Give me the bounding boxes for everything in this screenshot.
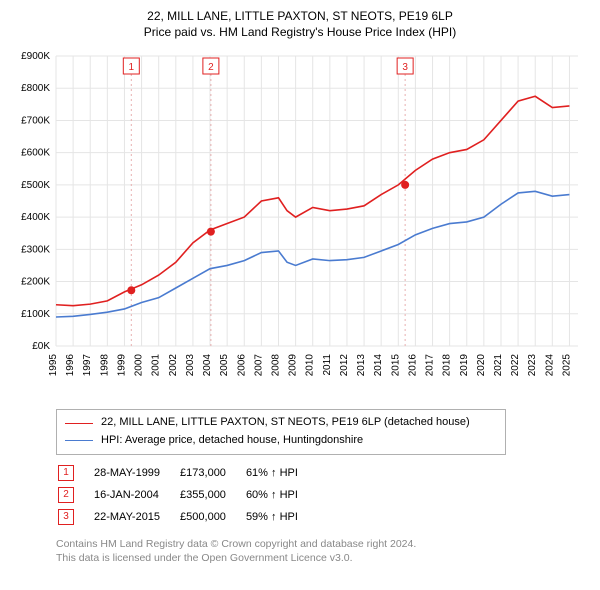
legend-row: 22, MILL LANE, LITTLE PAXTON, ST NEOTS, … (65, 414, 497, 432)
marker-price: £355,000 (180, 485, 244, 505)
legend-row: HPI: Average price, detached house, Hunt… (65, 432, 497, 450)
svg-text:1995: 1995 (48, 354, 59, 377)
legend-swatch (65, 423, 93, 424)
svg-text:2021: 2021 (493, 354, 504, 377)
svg-text:1: 1 (129, 62, 135, 73)
svg-text:2011: 2011 (322, 354, 333, 376)
svg-text:3: 3 (402, 62, 408, 73)
line-chart: £0K £100K £200K £300K £400K £500K £600K £700K £8… (8, 46, 588, 396)
svg-text:2009: 2009 (288, 354, 299, 377)
svg-text:2006: 2006 (236, 354, 247, 377)
svg-text:2013: 2013 (356, 354, 367, 377)
svg-text:2005: 2005 (219, 354, 230, 377)
marker-pct: 60% ↑ HPI (246, 485, 316, 505)
svg-text:2004: 2004 (202, 354, 213, 377)
chart-titles: 22, MILL LANE, LITTLE PAXTON, ST NEOTS, … (8, 8, 592, 40)
svg-text:2024: 2024 (544, 354, 555, 377)
marker-row: 3 22-MAY-2015£500,00059% ↑ HPI (58, 507, 316, 527)
svg-text:£100K: £100K (21, 309, 50, 320)
title-line-1: 22, MILL LANE, LITTLE PAXTON, ST NEOTS, … (8, 8, 592, 24)
legend-swatch (65, 440, 93, 441)
svg-text:2007: 2007 (253, 354, 264, 377)
markers-table: 1 28-MAY-1999£173,00061% ↑ HPI 2 16-JAN-200… (56, 461, 318, 529)
svg-text:1998: 1998 (99, 354, 110, 377)
chart-container: £0K £100K £200K £300K £400K £500K £600K £700K £8… (8, 46, 592, 401)
svg-text:2003: 2003 (185, 354, 196, 377)
svg-text:£800K: £800K (21, 84, 50, 95)
footnote-line-1: Contains HM Land Registry data © Crown c… (56, 537, 592, 551)
svg-text:£700K: £700K (21, 116, 50, 127)
svg-text:£300K: £300K (21, 245, 50, 256)
svg-text:2012: 2012 (339, 354, 350, 377)
svg-text:2018: 2018 (442, 354, 453, 377)
marker-price: £173,000 (180, 463, 244, 483)
marker-date: 28-MAY-1999 (94, 463, 178, 483)
svg-text:2008: 2008 (270, 354, 281, 377)
marker-pct: 59% ↑ HPI (246, 507, 316, 527)
svg-text:2016: 2016 (407, 354, 418, 377)
svg-text:2020: 2020 (476, 354, 487, 377)
marker-number: 1 (58, 465, 74, 481)
svg-text:2022: 2022 (510, 354, 521, 377)
marker-number: 3 (58, 509, 74, 525)
legend-label: HPI: Average price, detached house, Hunt… (101, 432, 363, 450)
legend-label: 22, MILL LANE, LITTLE PAXTON, ST NEOTS, … (101, 414, 470, 432)
svg-text:£400K: £400K (21, 212, 50, 223)
marker-date: 22-MAY-2015 (94, 507, 178, 527)
svg-text:2025: 2025 (561, 354, 572, 377)
footnote-line-2: This data is licensed under the Open Gov… (56, 551, 592, 565)
svg-text:2: 2 (208, 62, 214, 73)
legend: 22, MILL LANE, LITTLE PAXTON, ST NEOTS, … (56, 409, 506, 454)
svg-text:2017: 2017 (425, 354, 436, 377)
marker-number: 2 (58, 487, 74, 503)
marker-date: 16-JAN-2004 (94, 485, 178, 505)
svg-text:£500K: £500K (21, 180, 50, 191)
marker-row: 2 16-JAN-2004£355,00060% ↑ HPI (58, 485, 316, 505)
svg-text:2001: 2001 (151, 354, 162, 377)
svg-text:1997: 1997 (82, 354, 93, 377)
svg-text:2015: 2015 (390, 354, 401, 377)
svg-text:2010: 2010 (305, 354, 316, 377)
svg-text:1999: 1999 (116, 354, 127, 377)
svg-text:2000: 2000 (134, 354, 145, 377)
title-line-2: Price paid vs. HM Land Registry's House … (8, 24, 592, 40)
svg-text:£200K: £200K (21, 277, 50, 288)
marker-row: 1 28-MAY-1999£173,00061% ↑ HPI (58, 463, 316, 483)
svg-text:£900K: £900K (21, 51, 50, 62)
marker-pct: 61% ↑ HPI (246, 463, 316, 483)
svg-text:2019: 2019 (459, 354, 470, 377)
svg-text:2014: 2014 (373, 354, 384, 377)
marker-price: £500,000 (180, 507, 244, 527)
svg-text:2002: 2002 (168, 354, 179, 377)
svg-text:2023: 2023 (527, 354, 538, 377)
svg-text:£0K: £0K (32, 341, 50, 352)
svg-text:1996: 1996 (65, 354, 76, 377)
footnote: Contains HM Land Registry data © Crown c… (56, 537, 592, 565)
svg-text:£600K: £600K (21, 148, 50, 159)
